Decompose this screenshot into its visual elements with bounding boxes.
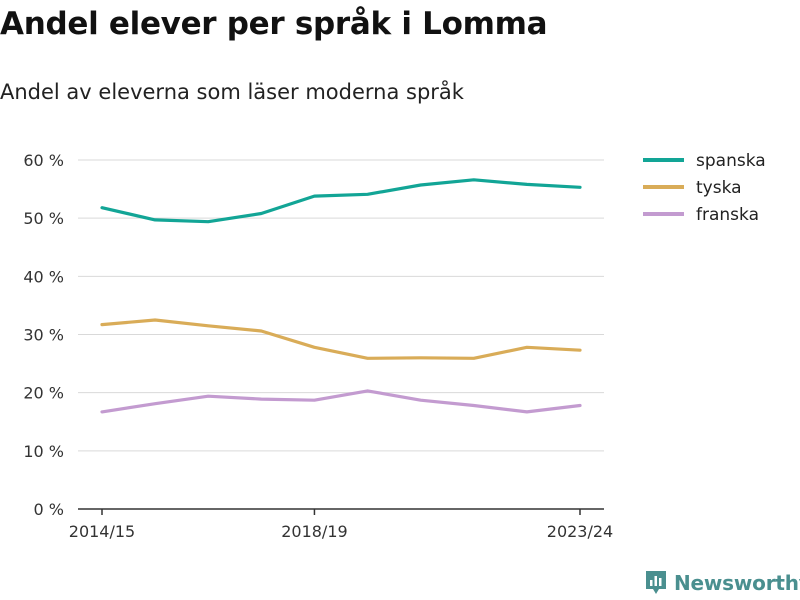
legend: spanska tyska franska: [643, 151, 766, 225]
legend-label-franska: franska: [696, 205, 759, 225]
chart-title: Andel elever per språk i Lomma: [0, 6, 548, 42]
brand-name: Newsworthy: [674, 571, 800, 595]
newsworthy-brand[interactable]: Newsworthy: [644, 569, 800, 597]
y-tick-label: 50 %: [23, 209, 64, 228]
axes: 0 % 10 % 20 % 30 % 40 % 50 % 60 % 2014/15 2018/1…: [23, 151, 613, 541]
grid: [78, 159, 604, 452]
y-tick-label: 10 %: [23, 442, 64, 461]
y-tick-label: 60 %: [23, 151, 64, 170]
legend-label-tyska: tyska: [696, 178, 742, 198]
series-lines: [100, 178, 582, 414]
series-line-spanska: [100, 178, 582, 224]
series-line-franska: [100, 389, 582, 414]
x-tick-label: 2018/19: [281, 522, 347, 541]
x-tick-label: 2023/24: [547, 522, 613, 541]
y-tick-label: 0 %: [34, 500, 64, 519]
x-tick-label: 2014/15: [69, 522, 135, 541]
newsworthy-logo-icon: [646, 571, 666, 594]
chart-subtitle: Andel av eleverna som läser moderna språ…: [0, 80, 464, 104]
legend-label-spanska: spanska: [696, 151, 766, 171]
y-tick-label: 40 %: [23, 267, 64, 286]
y-tick-label: 20 %: [23, 384, 64, 403]
series-line-tyska: [100, 318, 582, 360]
y-tick-label: 30 %: [23, 326, 64, 345]
